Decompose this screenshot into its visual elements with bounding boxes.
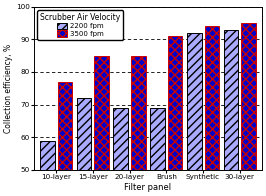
Y-axis label: Collection efficiency, %: Collection efficiency, % bbox=[4, 44, 13, 133]
Bar bbox=[150, 108, 165, 196]
Bar bbox=[94, 56, 109, 196]
Bar bbox=[131, 56, 146, 196]
Bar bbox=[77, 98, 91, 196]
Bar bbox=[241, 23, 256, 196]
Bar bbox=[224, 30, 238, 196]
Legend: 2200 fpm, 3500 fpm: 2200 fpm, 3500 fpm bbox=[38, 10, 123, 40]
Bar bbox=[40, 141, 55, 196]
Bar bbox=[205, 26, 219, 196]
Bar bbox=[57, 82, 72, 196]
Bar bbox=[168, 36, 182, 196]
X-axis label: Filter panel: Filter panel bbox=[124, 183, 172, 192]
Bar bbox=[113, 108, 128, 196]
Bar bbox=[187, 33, 202, 196]
